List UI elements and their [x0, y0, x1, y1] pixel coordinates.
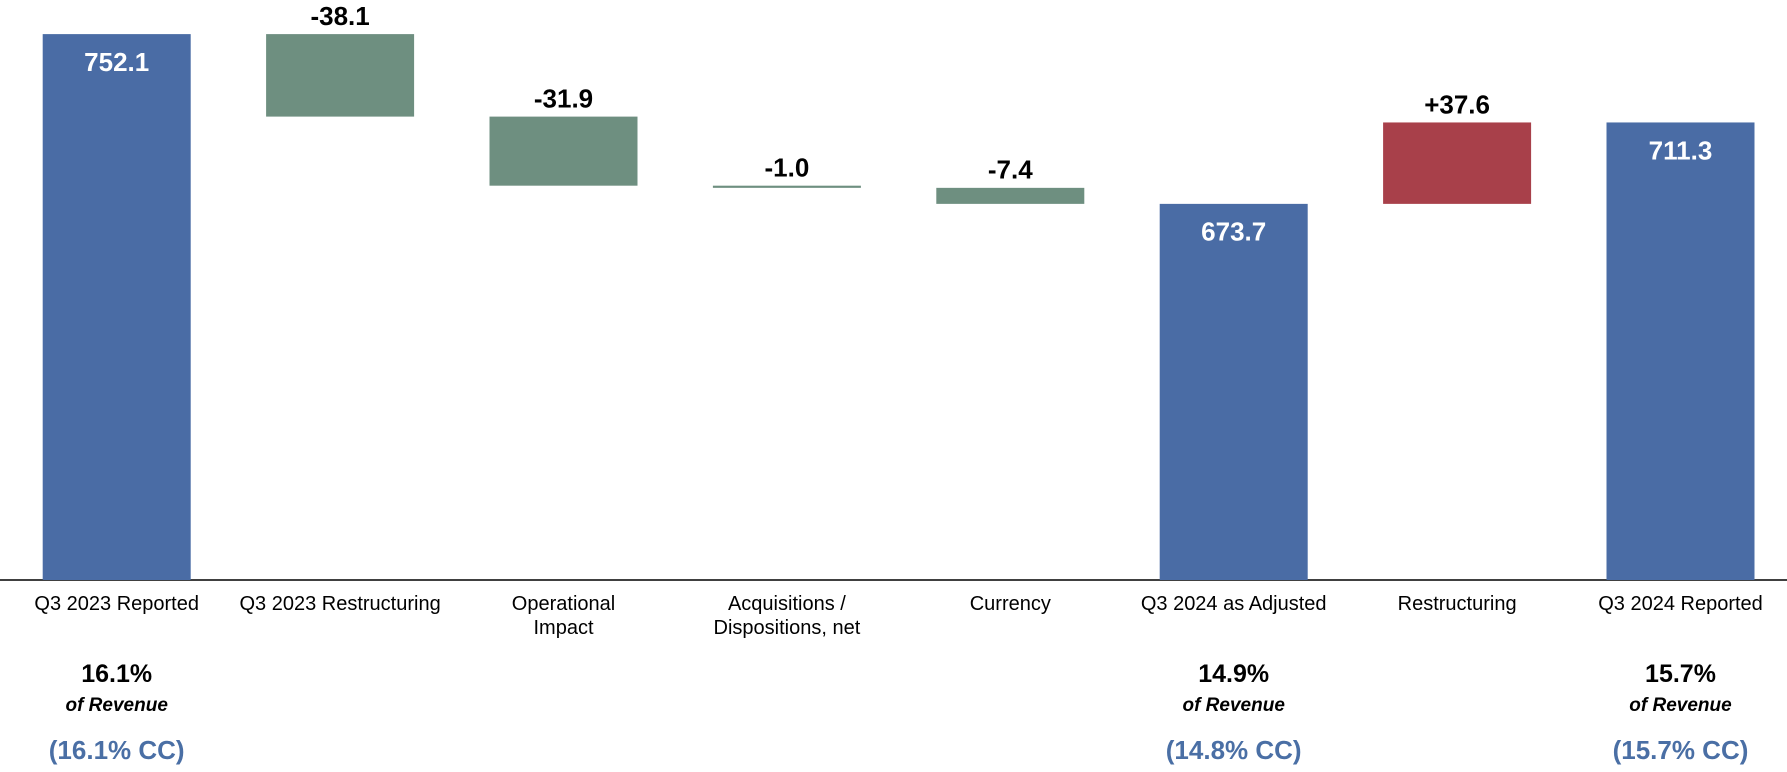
- value-label: -1.0: [764, 153, 809, 183]
- category-label: Restructuring: [1397, 593, 1517, 615]
- margin-cc: (15.7% CC): [1612, 735, 1749, 765]
- bar: [266, 34, 415, 117]
- value-label: 711.3: [1649, 135, 1713, 165]
- bar: [712, 185, 861, 188]
- category-label: Currency: [969, 593, 1051, 615]
- bar: [1159, 203, 1308, 581]
- margin-caption: of Revenue: [1629, 695, 1732, 716]
- value-label: -31.9: [534, 83, 593, 113]
- bar: [489, 116, 638, 186]
- category-label: Operational Impact: [511, 593, 616, 639]
- margin-caption: of Revenue: [65, 695, 168, 716]
- margin-cc: (16.1% CC): [48, 735, 185, 765]
- bar: [1606, 122, 1755, 581]
- category-label: Q3 2023 Restructuring: [239, 593, 441, 615]
- bar: [936, 187, 1085, 204]
- margin-value: 16.1%: [81, 660, 153, 688]
- value-label: 673.7: [1201, 217, 1266, 247]
- category-label: Q3 2023 Reported: [34, 593, 199, 615]
- bar: [42, 34, 191, 580]
- margin-cc: (14.8% CC): [1165, 735, 1302, 765]
- category-label: Q3 2024 Reported: [1598, 593, 1763, 615]
- value-label: 752.1: [84, 47, 149, 77]
- category-label: Q3 2024 as Adjusted: [1140, 593, 1327, 615]
- category-label: Acquisitions / Dispositions, net: [713, 593, 861, 639]
- margin-caption: of Revenue: [1182, 695, 1285, 716]
- value-label: -38.1: [310, 1, 369, 31]
- margin-value: 14.9%: [1198, 660, 1270, 688]
- value-label: -7.4: [988, 155, 1033, 185]
- margin-value: 15.7%: [1645, 660, 1716, 688]
- bar: [1383, 122, 1532, 204]
- value-label: +37.6: [1424, 89, 1490, 119]
